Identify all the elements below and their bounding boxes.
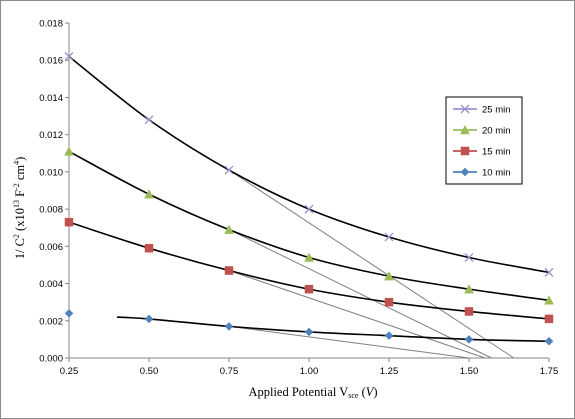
legend-label: 10 min: [482, 168, 511, 179]
fit-curve: [116, 316, 550, 343]
x-tick-label: 1.75: [540, 366, 559, 377]
tangent-line: [228, 325, 470, 359]
tangent-line: [228, 270, 486, 359]
data-point: [224, 224, 234, 234]
data-point: [384, 331, 394, 341]
legend-marker: [460, 146, 470, 156]
series-10-min: [64, 308, 554, 346]
data-point: [544, 267, 554, 277]
y-tick-label: 0.000: [39, 354, 63, 365]
y-tick-label: 0.008: [39, 205, 63, 216]
data-point: [144, 115, 154, 125]
data-point: [64, 217, 74, 227]
legend-marker: [460, 104, 470, 114]
data-point: [544, 336, 554, 346]
data-markers: [64, 52, 554, 346]
data-point: [224, 322, 234, 331]
y-tick-label: 0.006: [39, 242, 63, 253]
y-axis-title: 1/ C2 (x1013 F-2 cm4): [12, 157, 27, 260]
data-point: [304, 252, 314, 262]
legend-label: 25 min: [482, 105, 511, 116]
y-tick-label: 0.014: [39, 93, 63, 104]
legend-item: 10 min: [453, 168, 511, 179]
x-tick-label: 0.75: [220, 366, 239, 377]
data-point: [384, 271, 394, 281]
tangent-line: [228, 169, 515, 359]
y-tick-label: 0.004: [39, 279, 63, 290]
data-point: [224, 266, 234, 275]
legend-item: 15 min: [453, 147, 511, 158]
data-point: [544, 295, 554, 305]
data-point: [64, 52, 74, 61]
x-tick-label: 1.00: [300, 366, 319, 377]
data-point: [144, 243, 154, 253]
data-point: [464, 307, 474, 316]
legend-item: 25 min: [453, 105, 511, 116]
axes: [65, 22, 550, 362]
x-tick-label: 0.50: [140, 366, 159, 377]
data-point: [464, 284, 474, 294]
data-point: [464, 335, 474, 344]
y-tick-label: 0.016: [39, 56, 63, 67]
data-point: [544, 314, 554, 324]
y-tick-label: 0.002: [39, 316, 63, 327]
data-point: [384, 297, 394, 307]
data-point: [64, 308, 74, 318]
data-point: [304, 327, 314, 337]
tangent-line: [228, 229, 492, 359]
y-tick-label: 0.010: [39, 167, 63, 178]
legend-marker: [460, 124, 470, 135]
data-point: [144, 314, 154, 324]
tangent-lines: [228, 169, 515, 359]
series-25-min: [64, 52, 554, 277]
fit-curve: [68, 221, 550, 320]
legend: 25 min 20 min 15 min 10 min: [445, 96, 523, 185]
x-tick-label: 1.25: [380, 366, 399, 377]
data-point: [304, 284, 314, 294]
data-point: [384, 232, 394, 242]
data-point: [464, 253, 474, 262]
legend-item: 20 min: [453, 124, 511, 137]
data-point: [144, 189, 154, 199]
y-tick-label: 0.018: [39, 19, 63, 30]
legend-box: [445, 96, 523, 185]
series-15-min: [64, 217, 554, 324]
legend-label: 15 min: [482, 147, 511, 158]
legend-label: 20 min: [482, 126, 511, 137]
y-tick-label: 0.012: [39, 130, 63, 141]
legend-marker: [460, 167, 470, 177]
data-point: [224, 165, 234, 175]
x-axis-title: Applied Potential Vsce (V): [248, 385, 377, 400]
data-point: [64, 146, 74, 156]
tick-labels: 0.000 0.002 0.004 0.006 0.008 0.010 0.012 0.014…: [39, 19, 558, 378]
x-tick-label: 0.25: [60, 366, 79, 377]
x-tick-label: 1.50: [460, 366, 479, 377]
series-20-min: [64, 146, 554, 305]
data-point: [304, 204, 314, 214]
